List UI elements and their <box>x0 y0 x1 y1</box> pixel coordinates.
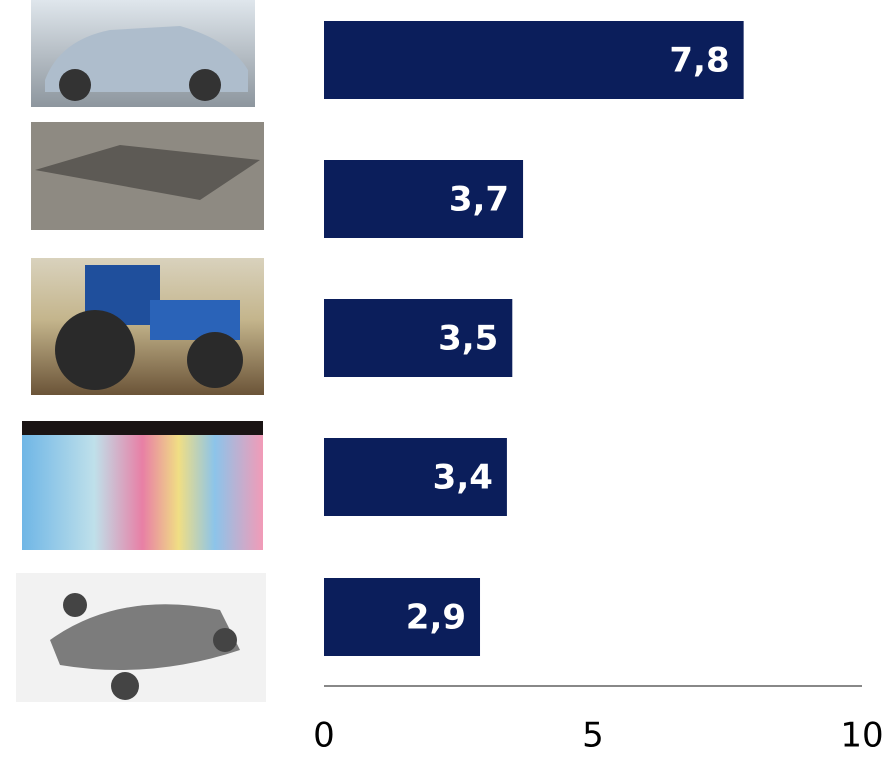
car-wheel <box>189 69 221 101</box>
category-images <box>16 0 266 702</box>
value-label: 2,9 <box>406 598 466 638</box>
value-label: 7,8 <box>669 41 729 81</box>
shirts-image <box>22 421 263 550</box>
value-label: 3,5 <box>438 319 498 359</box>
value-label: 3,4 <box>433 458 493 498</box>
x-tick-label: 5 <box>582 716 604 756</box>
tractor-wheel <box>55 310 135 390</box>
value-label: 3,7 <box>449 180 509 220</box>
x-tick-label: 10 <box>840 716 883 756</box>
page: 05107,83,73,53,42,9 (() => { const data … <box>0 0 895 758</box>
shirts-top <box>22 421 263 435</box>
chart: 0 5 10 7,8 3,7 3,5 3,4 2,9 <box>0 0 895 758</box>
tractor-hood <box>150 300 240 340</box>
parts-wheel <box>63 593 87 617</box>
parts-wheel <box>111 672 139 700</box>
tractor-wheel <box>187 332 243 388</box>
parts-wheel <box>213 628 237 652</box>
car-wheel <box>59 69 91 101</box>
x-tick-label: 0 <box>313 716 335 756</box>
